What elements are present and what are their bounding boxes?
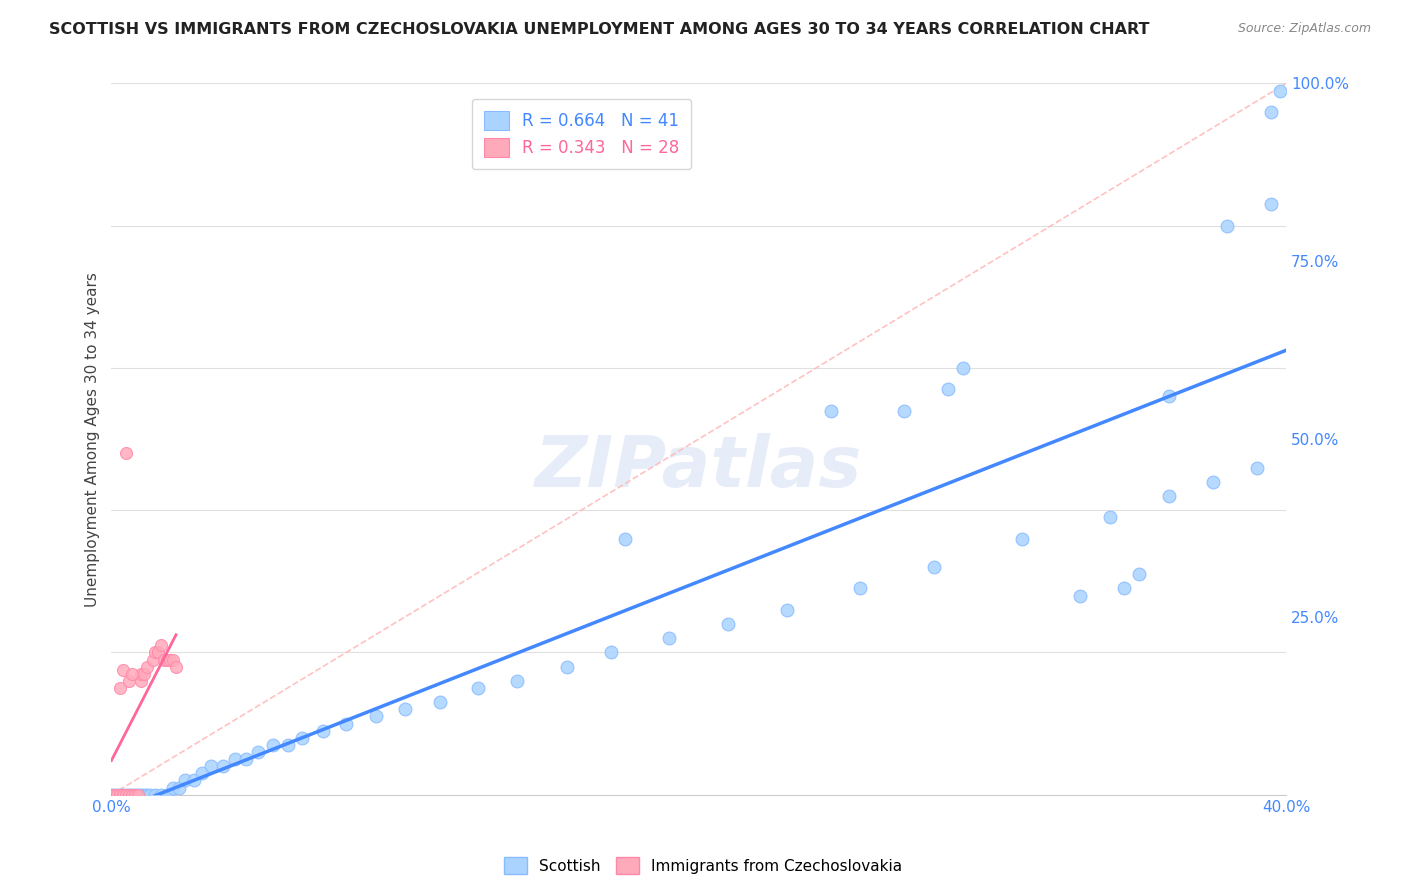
Point [112, 788, 135, 802]
Point [1260, 104, 1282, 119]
Point [103, 788, 125, 802]
Point [922, 560, 945, 574]
Text: ZIPatlas: ZIPatlas [536, 433, 862, 502]
Legend: R = 0.664   N = 41, R = 0.343   N = 28: R = 0.664 N = 41, R = 0.343 N = 28 [472, 99, 690, 169]
Point [429, 695, 451, 709]
Point [153, 652, 176, 666]
Point [555, 659, 578, 673]
Point [224, 752, 246, 766]
Point [394, 702, 416, 716]
Point [118, 788, 141, 802]
Point [1098, 510, 1121, 524]
Point [132, 788, 155, 802]
Point [115, 788, 138, 802]
Text: SCOTTISH VS IMMIGRANTS FROM CZECHOSLOVAKIA UNEMPLOYMENT AMONG AGES 30 TO 34 YEAR: SCOTTISH VS IMMIGRANTS FROM CZECHOSLOVAK… [49, 22, 1150, 37]
Point [936, 382, 959, 396]
Point [100, 788, 122, 802]
Point [156, 652, 179, 666]
Point [1216, 219, 1239, 233]
Point [173, 773, 195, 788]
Point [820, 403, 842, 417]
Point [335, 716, 357, 731]
Point [277, 738, 299, 752]
Point [110, 681, 132, 695]
Point [1069, 589, 1091, 603]
Point [118, 788, 141, 802]
Point [127, 788, 149, 802]
Point [200, 759, 222, 773]
Point [124, 788, 146, 802]
Point [100, 788, 122, 802]
Point [112, 788, 135, 802]
Point [129, 673, 152, 688]
Point [145, 788, 167, 802]
Point [121, 666, 143, 681]
Point [165, 659, 187, 673]
Point [129, 788, 152, 802]
Point [1157, 489, 1180, 503]
Point [103, 788, 125, 802]
Point [115, 446, 138, 460]
Point [776, 603, 799, 617]
Point [1011, 532, 1033, 546]
Point [614, 532, 637, 546]
Point [1128, 567, 1150, 582]
Point [110, 788, 132, 802]
Point [105, 788, 128, 802]
Point [235, 752, 257, 766]
Point [141, 652, 163, 666]
Point [156, 788, 179, 802]
Point [135, 788, 157, 802]
Point [599, 645, 621, 659]
Point [1260, 197, 1282, 211]
Point [312, 723, 335, 738]
Point [129, 666, 152, 681]
Point [505, 673, 527, 688]
Point [145, 645, 167, 659]
Point [212, 759, 235, 773]
Point [150, 638, 173, 652]
Point [467, 681, 489, 695]
Point [150, 788, 173, 802]
Point [1157, 389, 1180, 403]
Legend: Scottish, Immigrants from Czechoslovakia: Scottish, Immigrants from Czechoslovakia [498, 851, 908, 880]
Point [132, 666, 155, 681]
Point [159, 652, 181, 666]
Point [110, 788, 132, 802]
Point [183, 773, 205, 788]
Point [124, 788, 146, 802]
Text: Source: ZipAtlas.com: Source: ZipAtlas.com [1237, 22, 1371, 36]
Point [1268, 84, 1291, 98]
Point [138, 788, 160, 802]
Y-axis label: Unemployment Among Ages 30 to 34 years: Unemployment Among Ages 30 to 34 years [86, 272, 100, 607]
Point [167, 780, 190, 795]
Point [121, 788, 143, 802]
Point [121, 788, 143, 802]
Point [1246, 460, 1268, 475]
Point [135, 659, 157, 673]
Point [262, 738, 284, 752]
Point [112, 663, 135, 677]
Point [658, 631, 681, 645]
Point [162, 652, 184, 666]
Point [115, 788, 138, 802]
Point [247, 745, 270, 759]
Point [717, 617, 740, 632]
Point [952, 360, 974, 375]
Point [1114, 582, 1136, 596]
Point [148, 645, 170, 659]
Point [1201, 475, 1223, 489]
Point [849, 582, 872, 596]
Point [105, 788, 128, 802]
Point [364, 709, 387, 723]
Point [291, 731, 314, 745]
Point [162, 780, 184, 795]
Point [893, 403, 915, 417]
Point [191, 766, 214, 780]
Point [127, 788, 149, 802]
Point [118, 673, 141, 688]
